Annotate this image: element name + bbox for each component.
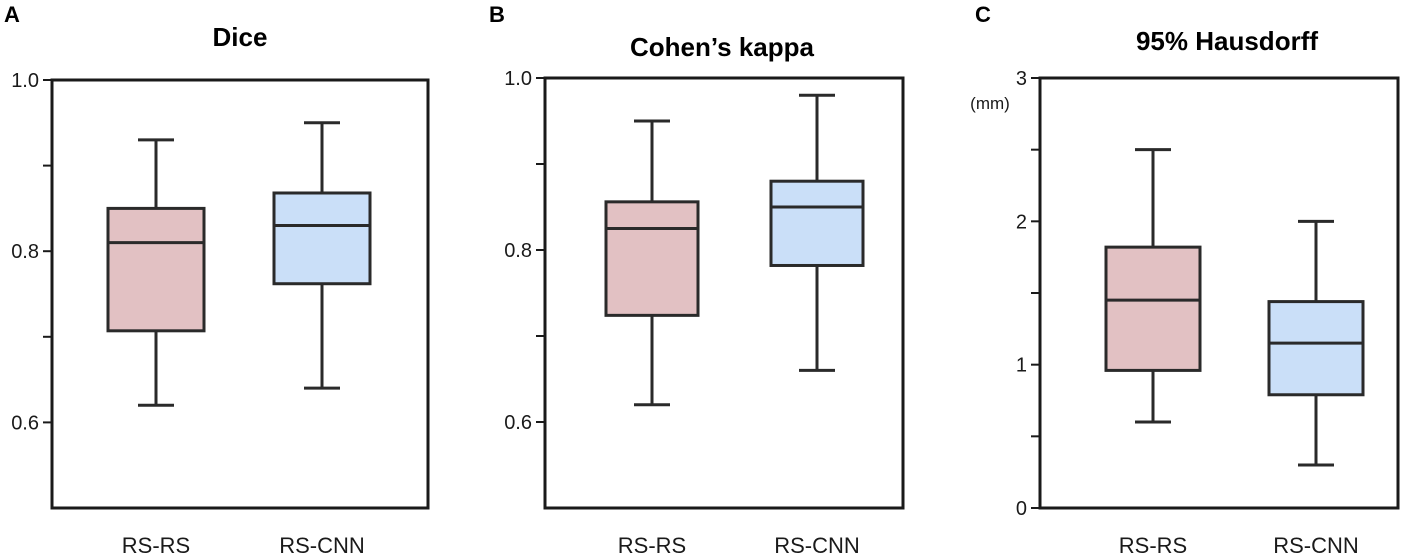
iqr-box xyxy=(272,191,372,286)
y-axis-unit-label: (mm) xyxy=(970,94,1010,113)
panel-a: A Dice 0.6 0.8 1.0 RS-RS RS-CNN xyxy=(4,2,430,555)
y-tick-label: 1.0 xyxy=(11,70,39,92)
x-category-label: RS-CNN xyxy=(279,533,365,555)
x-category-label: RS-CNN xyxy=(774,533,860,555)
iqr-box xyxy=(604,200,700,317)
iqr-box xyxy=(1104,245,1202,372)
box-rs-cnn xyxy=(272,121,372,390)
plot-frame xyxy=(543,76,905,510)
y-tick-label: 0 xyxy=(1016,498,1027,520)
y-tick-label: 3 xyxy=(1016,68,1027,90)
box-rs-rs xyxy=(604,119,700,407)
x-category-label: RS-RS xyxy=(1119,533,1187,555)
y-tick-label: 1.0 xyxy=(504,68,532,90)
chart-title: 95% Hausdorff xyxy=(1136,26,1318,56)
iqr-box xyxy=(769,179,865,267)
panel-c: C 95% Hausdorff (mm) 0 1 2 3 RS-RS RS-CNN xyxy=(970,2,1400,555)
panel-letter: C xyxy=(975,2,991,27)
box-rs-cnn xyxy=(1267,219,1365,467)
chart-title: Cohen’s kappa xyxy=(630,32,815,62)
panel-b: B Cohen’s kappa 0.6 0.8 1.0 RS-RS RS-CNN xyxy=(489,2,905,555)
y-tick-label: 0.8 xyxy=(504,240,532,262)
y-tick-label: 0.6 xyxy=(11,412,39,434)
box-rs-cnn xyxy=(769,93,865,372)
panel-letter: B xyxy=(489,2,505,27)
x-category-label: RS-CNN xyxy=(1273,533,1359,555)
x-category-label: RS-RS xyxy=(618,533,686,555)
panel-letter: A xyxy=(4,2,20,27)
y-tick-label: 2 xyxy=(1016,211,1027,233)
y-tick-label: 0.6 xyxy=(504,412,532,434)
y-tick-label: 1 xyxy=(1016,355,1027,377)
iqr-box xyxy=(106,206,206,333)
iqr-box xyxy=(1267,300,1365,397)
chart-title: Dice xyxy=(213,22,268,52)
box-rs-rs xyxy=(106,138,206,407)
y-tick-label: 0.8 xyxy=(11,241,39,263)
box-rs-rs xyxy=(1104,148,1202,424)
plot-frame xyxy=(50,78,430,510)
plot-frame xyxy=(1038,76,1400,510)
x-category-label: RS-RS xyxy=(122,533,190,555)
